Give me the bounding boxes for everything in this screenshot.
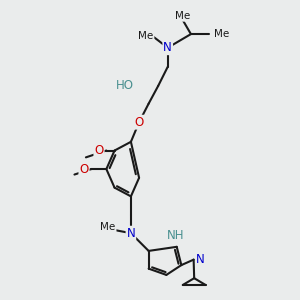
Text: Me: Me [100,222,116,232]
Text: N: N [127,227,135,240]
Text: HO: HO [116,80,134,92]
Text: N: N [196,253,205,266]
Text: O: O [80,163,88,176]
Text: O: O [94,144,103,157]
Text: Me: Me [138,31,154,41]
Text: Me: Me [175,11,190,21]
Text: Me: Me [214,29,229,39]
Text: N: N [164,41,172,54]
Text: NH: NH [167,229,184,242]
Text: O: O [134,116,144,129]
